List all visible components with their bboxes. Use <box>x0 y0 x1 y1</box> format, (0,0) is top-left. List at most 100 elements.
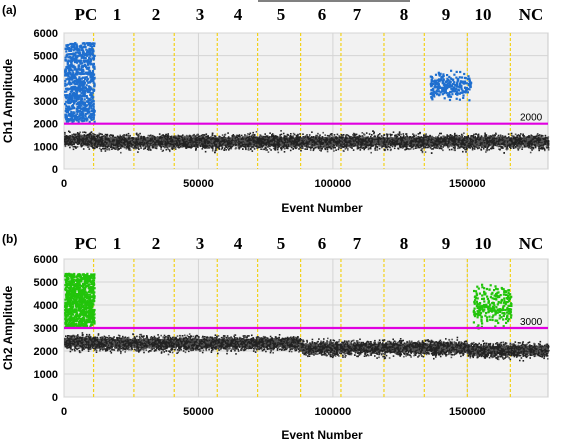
negative-droplet <box>516 136 518 138</box>
negative-droplet <box>340 134 343 136</box>
negative-droplet <box>117 149 119 151</box>
negative-droplet <box>539 136 541 139</box>
negative-droplet <box>359 140 361 143</box>
negative-droplet <box>309 149 312 151</box>
negative-droplet <box>465 151 467 153</box>
negative-droplet <box>85 135 88 138</box>
negative-droplet <box>90 142 92 144</box>
negative-droplet <box>355 139 358 141</box>
negative-droplet <box>320 138 323 140</box>
negative-droplet <box>175 135 177 138</box>
negative-droplet <box>413 140 415 143</box>
negative-droplet <box>514 133 517 136</box>
negative-droplet <box>540 135 542 138</box>
negative-droplet <box>220 145 223 147</box>
negative-droplet <box>91 140 94 143</box>
negative-droplet <box>283 148 286 150</box>
negative-droplet <box>80 144 82 146</box>
negative-droplet <box>448 148 451 151</box>
negative-droplet <box>406 147 409 150</box>
negative-droplet <box>127 132 130 135</box>
negative-droplet <box>400 143 402 145</box>
negative-droplet <box>81 137 84 140</box>
negative-droplet <box>433 146 436 149</box>
negative-droplet <box>120 151 122 154</box>
negative-droplet <box>421 150 424 153</box>
negative-droplet <box>534 142 537 145</box>
negative-droplet <box>442 135 444 137</box>
negative-droplet <box>287 147 289 150</box>
negative-droplet <box>160 146 163 149</box>
negative-droplet <box>488 149 490 151</box>
negative-droplet <box>389 146 391 149</box>
negative-droplet <box>64 140 66 143</box>
negative-droplet <box>486 142 488 145</box>
negative-droplet <box>475 145 477 148</box>
negative-droplet <box>88 141 90 144</box>
negative-droplet <box>547 144 550 147</box>
negative-droplet <box>408 148 410 151</box>
negative-droplet <box>504 138 506 141</box>
negative-droplet <box>82 139 85 142</box>
negative-droplet <box>492 147 495 150</box>
negative-droplet <box>76 140 78 143</box>
negative-droplet <box>420 149 422 151</box>
negative-droplet <box>501 135 504 137</box>
negative-droplet <box>91 142 93 145</box>
negative-droplet <box>407 143 410 146</box>
negative-droplet <box>86 140 88 142</box>
negative-droplet <box>92 142 94 144</box>
negative-droplet <box>104 148 107 150</box>
negative-droplet <box>66 141 68 143</box>
negative-droplet <box>176 146 178 148</box>
negative-droplet <box>381 146 383 149</box>
negative-droplet <box>308 134 311 136</box>
negative-droplet <box>91 132 94 135</box>
negative-droplet <box>78 139 80 142</box>
negative-droplet <box>170 137 172 140</box>
negative-droplet <box>330 133 332 135</box>
negative-droplet <box>272 147 275 150</box>
negative-droplet <box>90 131 93 133</box>
negative-droplet <box>359 149 362 151</box>
negative-droplet <box>128 149 130 151</box>
negative-droplet <box>203 138 205 140</box>
negative-droplet <box>412 138 415 141</box>
negative-droplet <box>521 146 524 149</box>
negative-droplet <box>404 148 406 151</box>
negative-droplet <box>268 147 271 150</box>
negative-droplet <box>264 133 266 135</box>
negative-droplet <box>346 147 349 150</box>
negative-droplet <box>423 146 425 149</box>
negative-droplet <box>185 134 188 137</box>
negative-droplet <box>308 146 311 149</box>
negative-droplet <box>276 135 279 138</box>
negative-droplet <box>245 148 247 151</box>
negative-droplet <box>465 148 467 151</box>
negative-droplet <box>116 146 119 149</box>
negative-droplet <box>88 136 90 138</box>
negative-droplet <box>177 141 180 143</box>
negative-droplet <box>378 139 380 141</box>
negative-droplet <box>328 135 330 137</box>
negative-droplet <box>332 136 334 139</box>
negative-droplet <box>325 144 327 147</box>
negative-droplet <box>207 144 210 146</box>
negative-droplet <box>173 136 176 139</box>
negative-droplet <box>66 137 68 140</box>
negative-droplet <box>304 148 306 150</box>
negative-droplet <box>127 144 129 146</box>
negative-droplet <box>179 143 181 145</box>
negative-droplet <box>64 138 66 141</box>
negative-droplet <box>400 144 403 146</box>
negative-droplet <box>140 147 143 149</box>
negative-droplet <box>472 136 475 139</box>
negative-droplet <box>532 140 535 142</box>
negative-droplet <box>85 140 87 142</box>
negative-droplet <box>333 137 335 139</box>
negative-droplet <box>461 138 464 141</box>
negative-droplet <box>125 140 127 143</box>
negative-droplet <box>103 148 105 150</box>
negative-droplet <box>122 135 124 138</box>
negative-droplet <box>518 137 521 140</box>
